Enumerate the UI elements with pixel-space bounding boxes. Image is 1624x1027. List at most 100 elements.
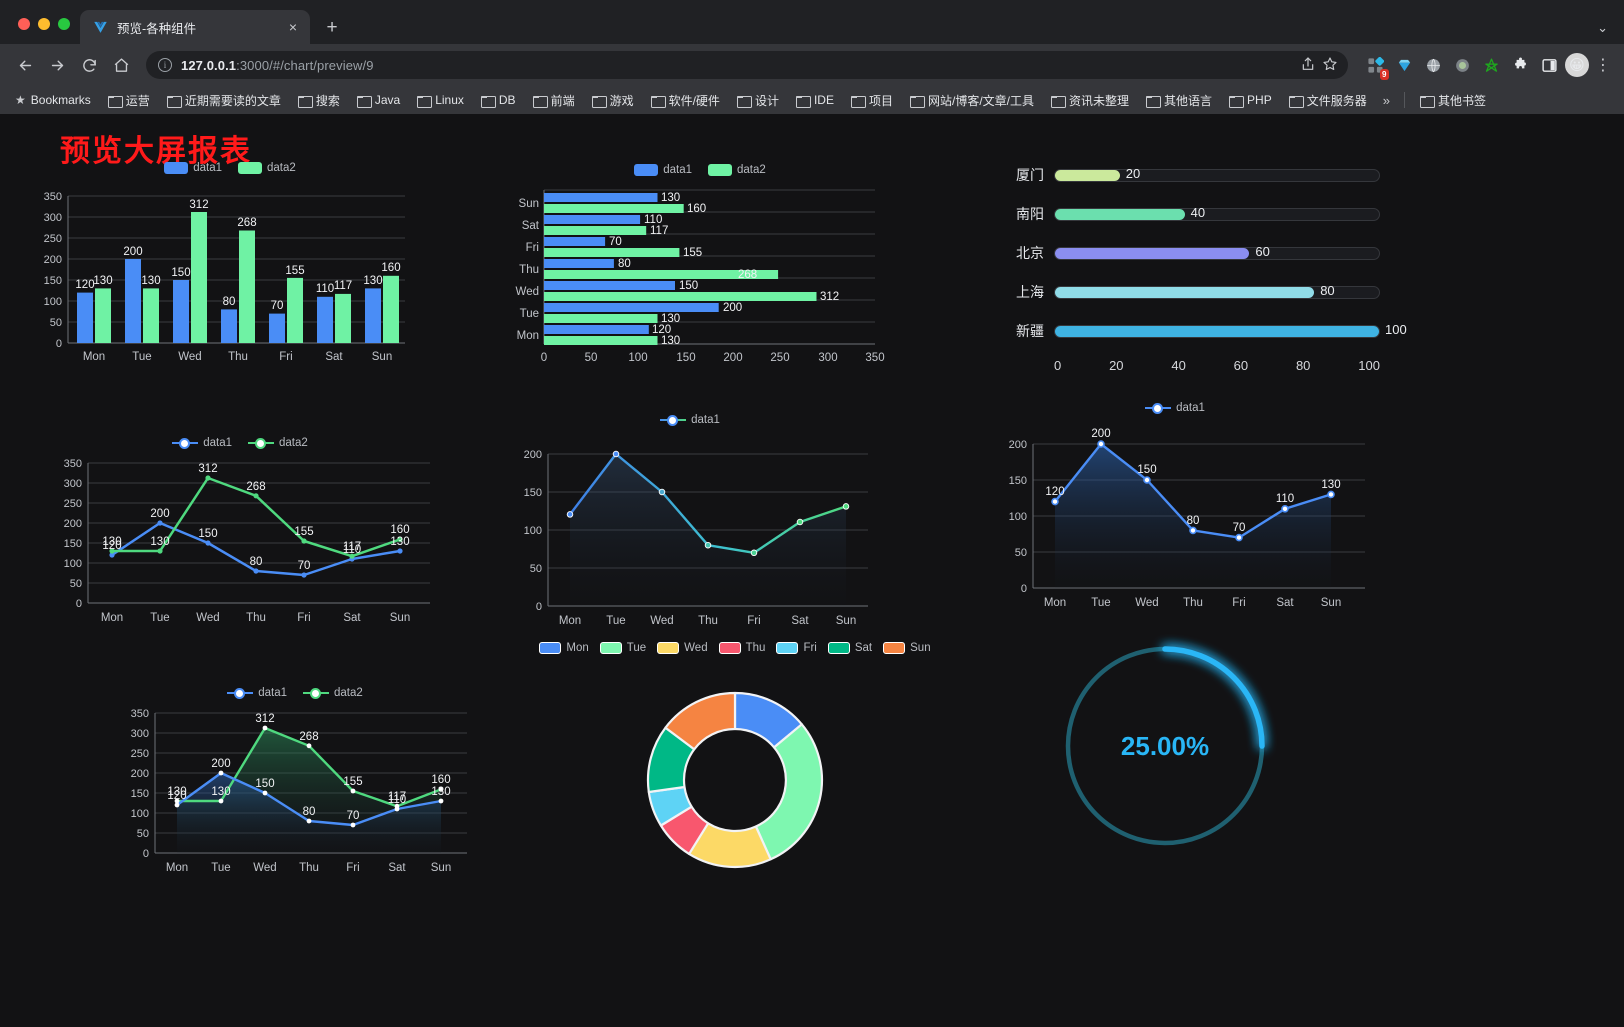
bookmark-folder-news-unsorted[interactable]: 资讯未整理 — [1044, 89, 1136, 112]
chart-panel-line-gradient[interactable]: data1 — [490, 404, 890, 634]
tab-search-chevron-down-icon[interactable]: ⌄ — [1597, 20, 1608, 35]
svg-text:117: 117 — [343, 541, 361, 553]
share-icon[interactable] — [1300, 56, 1316, 75]
legend-item-data2[interactable]: data2 — [238, 162, 296, 174]
browser-menu-icon[interactable]: ⋮ — [1595, 57, 1611, 74]
chart-panel-bar-horizontal[interactable]: data1 data2 — [500, 154, 900, 384]
legend-item-data2[interactable]: data2 — [708, 164, 766, 176]
home-button[interactable] — [106, 50, 136, 80]
bookmark-folder-projects[interactable]: 项目 — [844, 89, 900, 112]
legend-item-mon[interactable]: Mon — [539, 642, 589, 654]
svg-text:130: 130 — [150, 536, 169, 548]
bookmark-folder-sites-blogs-tools[interactable]: 网站/博客/文章/工具 — [903, 89, 1041, 112]
donut-slices — [646, 691, 824, 869]
legend-item-wed[interactable]: Wed — [657, 642, 708, 654]
puzzle-icon[interactable] — [1507, 52, 1533, 78]
tab-strip: 预览-各种组件 × + ⌄ — [0, 0, 1624, 44]
new-tab-button[interactable]: + — [326, 16, 338, 38]
chart-panel-gauge[interactable]: 25.00% — [1030, 619, 1300, 899]
legend-item-fri[interactable]: Fri — [776, 642, 817, 654]
globe-icon[interactable] — [1420, 52, 1446, 78]
line-points-data1 — [109, 520, 403, 578]
progress-row-xinjiang[interactable]: 新疆 100 — [1000, 318, 1407, 344]
bookmark-label: DB — [498, 93, 516, 107]
close-tab-button[interactable]: × — [288, 19, 298, 35]
bookmark-folder-yunying[interactable]: 运营 — [101, 89, 157, 112]
legend-label: Thu — [745, 642, 766, 654]
chart-panel-area-single[interactable]: data1 0 50 100 1 — [975, 394, 1375, 624]
circle-icon[interactable] — [1449, 52, 1475, 78]
extensions-grid-icon[interactable]: 9 — [1362, 52, 1389, 80]
progress-value: 20 — [1125, 165, 1141, 181]
vue-logo-icon — [92, 19, 108, 35]
progress-row-beijing[interactable]: 北京 60 — [1000, 240, 1380, 266]
x-axis-ticks: Mon Tue Wed Thu Fri Sat Sun — [101, 612, 410, 624]
bookmark-folder-ide[interactable]: IDE — [789, 90, 841, 110]
diamond-icon[interactable] — [1391, 52, 1417, 78]
chart-panel-donut[interactable]: Mon Tue Wed Thu Fri Sat Sun — [520, 642, 950, 932]
progress-row-xiamen[interactable]: 厦门 20 — [1000, 162, 1380, 188]
other-bookmarks-folder[interactable]: 其他书签 — [1413, 89, 1493, 112]
line-points-data2 — [109, 475, 403, 559]
bookmark-folder-software-hardware[interactable]: 软件/硬件 — [644, 89, 727, 112]
minimize-window-button[interactable] — [38, 18, 50, 30]
address-bar[interactable]: i 127.0.0.1:3000/#/chart/preview/9 — [146, 51, 1348, 79]
chart-panel-progress-bars[interactable]: 厦门 20 南阳 40 北京 — [1000, 162, 1407, 402]
bookmark-folder-design[interactable]: 设计 — [730, 89, 786, 112]
reload-button[interactable] — [74, 50, 104, 80]
chart-panel-area-double[interactable]: data1 data2 — [95, 679, 495, 924]
bookmark-folder-java[interactable]: Java — [350, 90, 407, 110]
profile-avatar[interactable]: 😀 — [1565, 53, 1589, 77]
bookmark-folder-db[interactable]: DB — [474, 90, 523, 110]
bookmark-folder-frontend[interactable]: 前端 — [526, 89, 582, 112]
bookmark-label: 搜索 — [315, 93, 340, 108]
url-host: 127.0.0.1 — [181, 57, 237, 73]
legend-item-data1[interactable]: data1 — [1145, 402, 1205, 414]
bookmark-star-icon[interactable] — [1322, 56, 1338, 75]
bookmarks-overflow-button[interactable]: » — [1382, 92, 1390, 108]
chart-panel-bar-vertical[interactable]: data1 data2 0 50 100 150 200 250 — [20, 154, 440, 384]
forward-button[interactable] — [42, 50, 72, 80]
maximize-window-button[interactable] — [58, 18, 70, 30]
folder-icon — [480, 95, 496, 108]
bookmark-folder-search[interactable]: 搜索 — [291, 89, 347, 112]
progress-row-shanghai[interactable]: 上海 80 — [1000, 279, 1380, 305]
legend-item-data1[interactable]: data1 — [634, 164, 692, 176]
bookmark-folder-php[interactable]: PHP — [1222, 90, 1279, 110]
legend-item-thu[interactable]: Thu — [718, 642, 766, 654]
svg-text:300: 300 — [131, 728, 149, 740]
legend-swatch — [172, 437, 199, 449]
back-button[interactable] — [10, 50, 40, 80]
legend-item-tue[interactable]: Tue — [599, 642, 646, 654]
svg-text:155: 155 — [683, 247, 702, 259]
bookmark-folder-file-server[interactable]: 文件服务器 — [1282, 89, 1374, 112]
star-outline-green-icon[interactable] — [1478, 52, 1504, 78]
progress-track: 100 — [1054, 322, 1407, 338]
site-info-icon[interactable]: i — [158, 58, 172, 72]
progress-row-nanyang[interactable]: 南阳 40 — [1000, 201, 1380, 227]
svg-text:Sun: Sun — [1321, 597, 1341, 609]
svg-text:312: 312 — [820, 291, 839, 303]
bookmark-folder-games[interactable]: 游戏 — [585, 89, 641, 112]
svg-text:Sun: Sun — [372, 351, 392, 363]
side-panel-icon[interactable] — [1536, 52, 1562, 78]
legend-item-data1[interactable]: data1 — [227, 687, 287, 699]
legend-item-data2[interactable]: data2 — [303, 687, 363, 699]
bookmarks-root[interactable]: ★ Bookmarks — [8, 90, 98, 110]
legend-label: Sun — [910, 642, 931, 654]
legend-item-sat[interactable]: Sat — [827, 642, 872, 654]
legend-item-data1[interactable]: data1 — [172, 437, 232, 449]
svg-text:Sun: Sun — [390, 612, 410, 624]
legend-item-data1[interactable]: data1 — [164, 162, 222, 174]
bookmark-folder-other-languages[interactable]: 其他语言 — [1139, 89, 1219, 112]
legend-item-sun[interactable]: Sun — [883, 642, 931, 654]
close-window-button[interactable] — [18, 18, 30, 30]
legend-item-data1[interactable]: data1 — [660, 414, 720, 426]
bookmark-folder-linux[interactable]: Linux — [410, 90, 471, 110]
legend-swatch — [776, 642, 799, 654]
chart-panel-line-basic[interactable]: data1 data2 0 50 100 150 200 250 — [30, 429, 450, 659]
bookmark-folder-recent-articles[interactable]: 近期需要读的文章 — [160, 89, 288, 112]
browser-tab[interactable]: 预览-各种组件 × — [80, 10, 310, 44]
legend-item-data2[interactable]: data2 — [248, 437, 308, 449]
